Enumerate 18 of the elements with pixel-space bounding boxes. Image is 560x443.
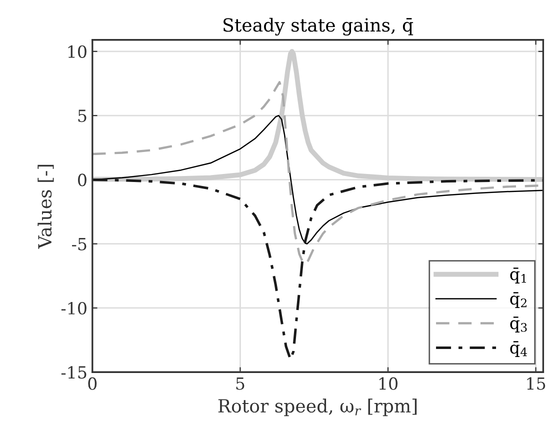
y-tick-label: -15 bbox=[61, 366, 86, 379]
y-axis-title: Values [-] bbox=[38, 164, 54, 249]
y-tick-label: 5 bbox=[78, 110, 86, 122]
legend-label: q̄$_{1}$ bbox=[510, 268, 526, 284]
y-tick-label: 10 bbox=[68, 45, 86, 58]
line-series bbox=[92, 48, 544, 182]
chart-title: Steady state gains, q̄ bbox=[224, 18, 414, 36]
y-tick-label: 0 bbox=[78, 174, 86, 186]
legend-label: q̄$_{2}$ bbox=[510, 292, 526, 308]
x-tick-label: 10 bbox=[379, 377, 398, 390]
legend-label: q̄$_{3}$ bbox=[510, 316, 527, 333]
x-tick-label: 15 bbox=[527, 377, 546, 390]
legend-label: q̄$_{4}$ bbox=[510, 341, 528, 358]
y-tick-label: -10 bbox=[61, 302, 86, 315]
y-tick-label: -5 bbox=[72, 238, 86, 250]
x-tick-label: 5 bbox=[236, 377, 244, 390]
x-axis-title: Rotor speed, ω$_{r}$ [rpm] bbox=[218, 398, 417, 416]
x-tick-label: 0 bbox=[88, 377, 97, 390]
